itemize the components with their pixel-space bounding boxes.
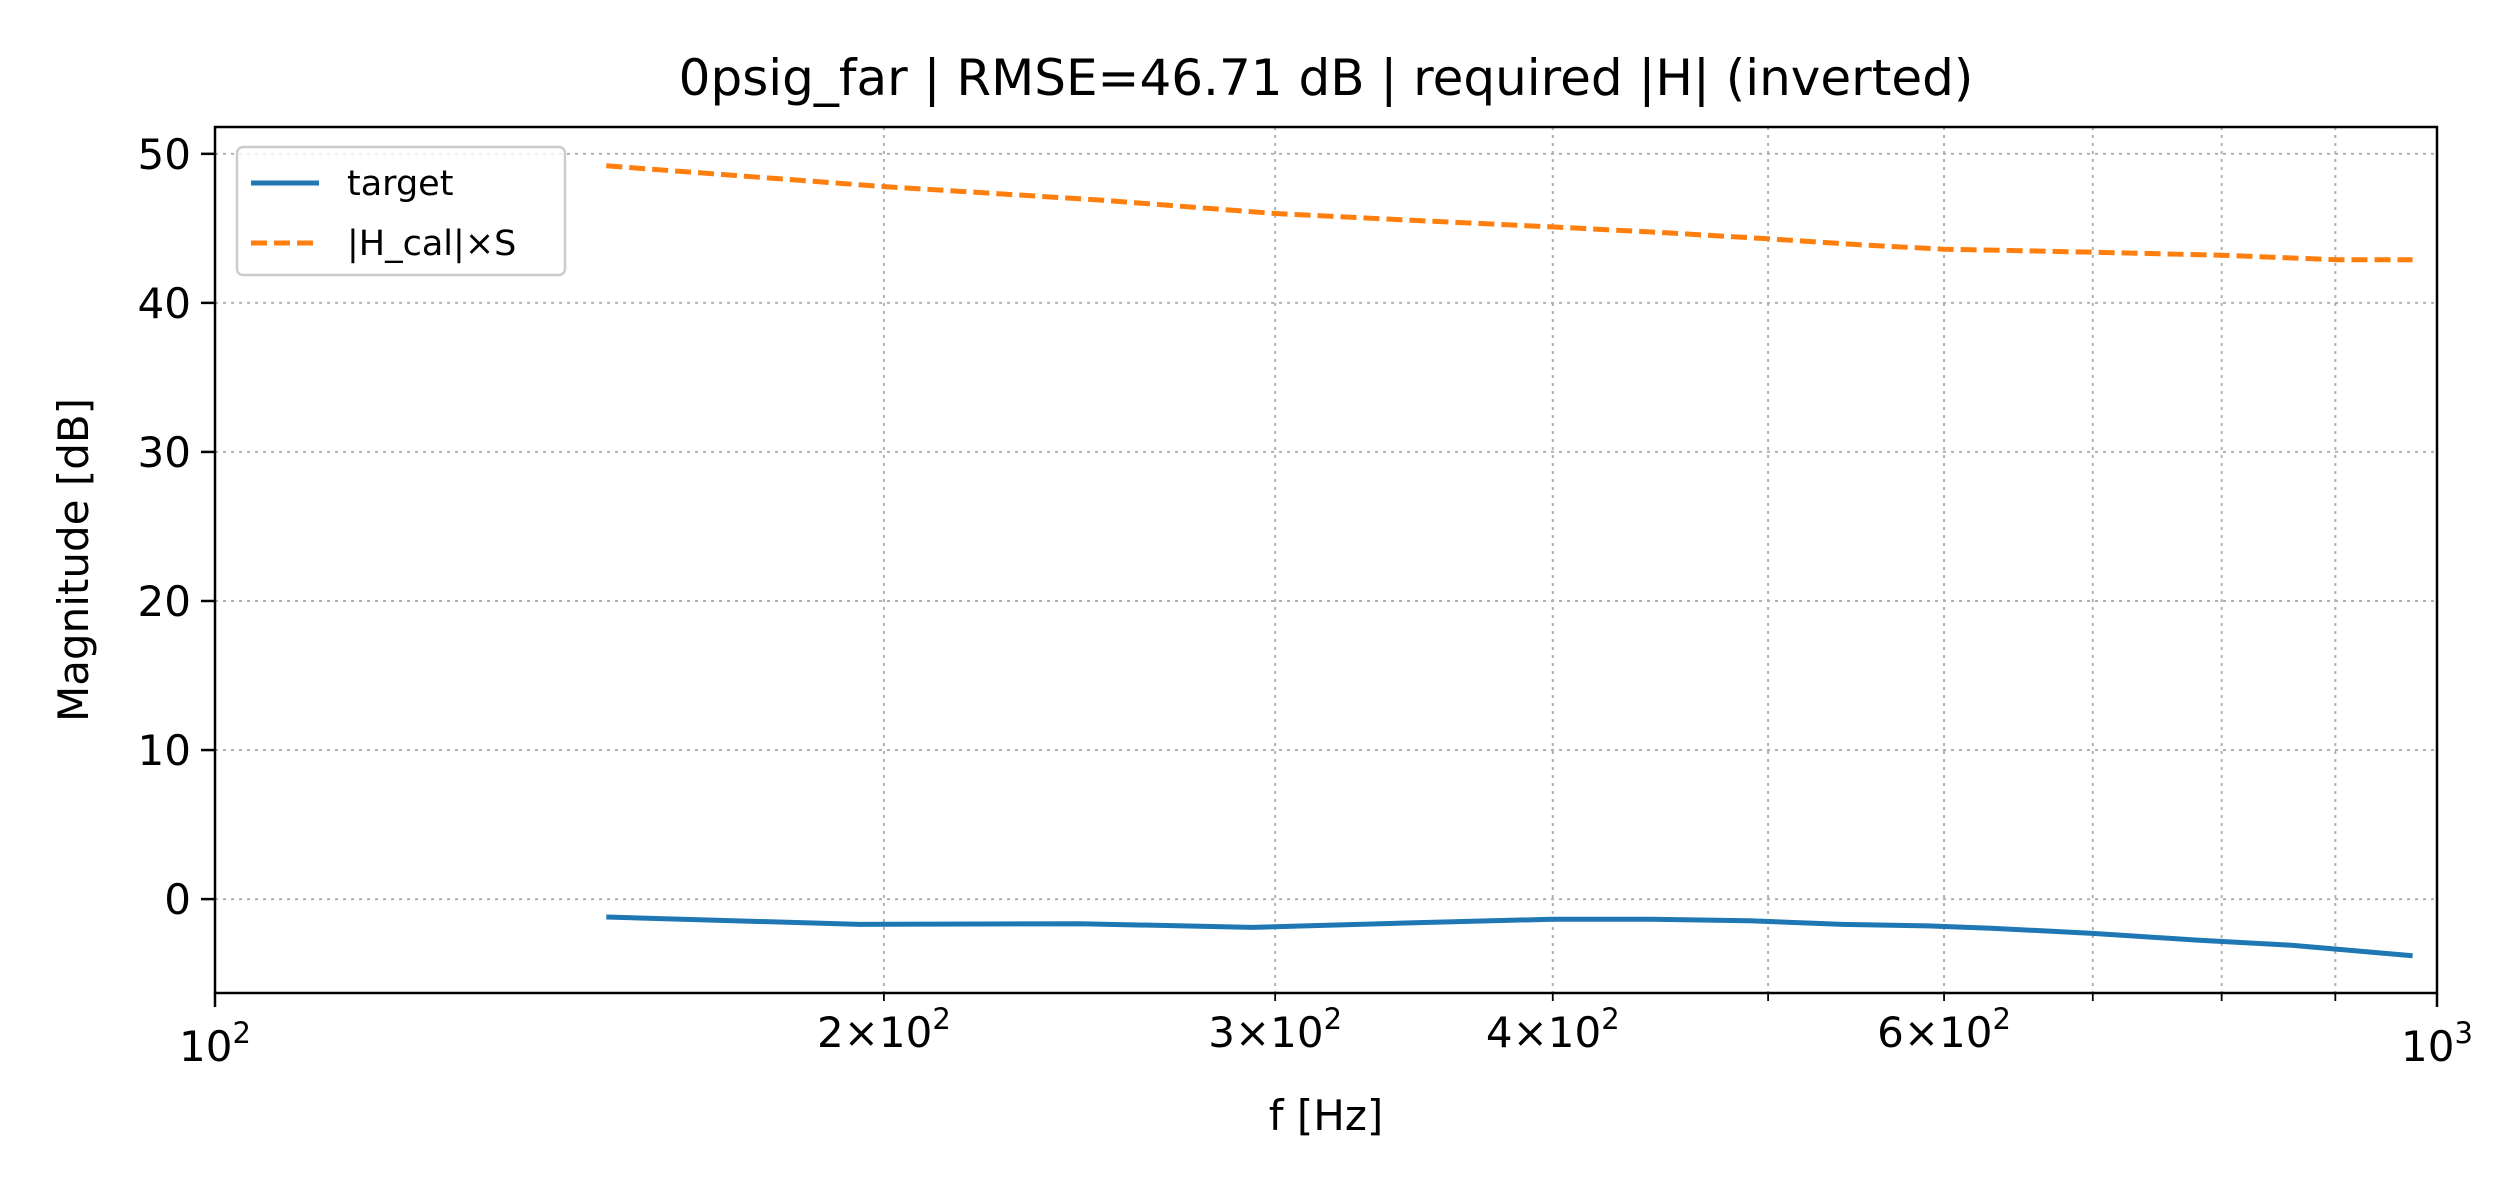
grid-layer — [214, 127, 2438, 993]
x-axis-label: f [Hz] — [1269, 1091, 1384, 1140]
series-line-h-cal-s — [606, 163, 2413, 263]
x-tick-label: 2×102 — [817, 1002, 951, 1057]
chart-title: 0psig_far | RMSE=46.71 dB | required |H|… — [679, 49, 1974, 107]
legend-frame — [235, 145, 567, 277]
legend-label: |H_cal|×S — [347, 224, 516, 264]
y-tick-label: 40 — [138, 279, 191, 328]
plot-area-background — [215, 127, 2437, 993]
plot-frame — [213, 125, 2439, 995]
legend-label: target — [347, 164, 453, 204]
x-tick-label: 3×102 — [1208, 1002, 1342, 1057]
legend: target |H_cal|×S — [235, 145, 567, 277]
y-tick-label: 50 — [138, 130, 191, 179]
x-tick-label: 4×102 — [1486, 1002, 1620, 1057]
y-tick-label: 0 — [164, 875, 191, 924]
y-axis-label: Magnitude [dB] — [49, 398, 98, 722]
series-line-target — [606, 914, 2413, 959]
y-tick-label: 30 — [138, 428, 191, 477]
x-tick-label: 6×102 — [1877, 1002, 2011, 1057]
y-tick-label: 20 — [138, 577, 191, 626]
series-layer — [606, 163, 2413, 959]
y-tick-label: 10 — [138, 726, 191, 775]
